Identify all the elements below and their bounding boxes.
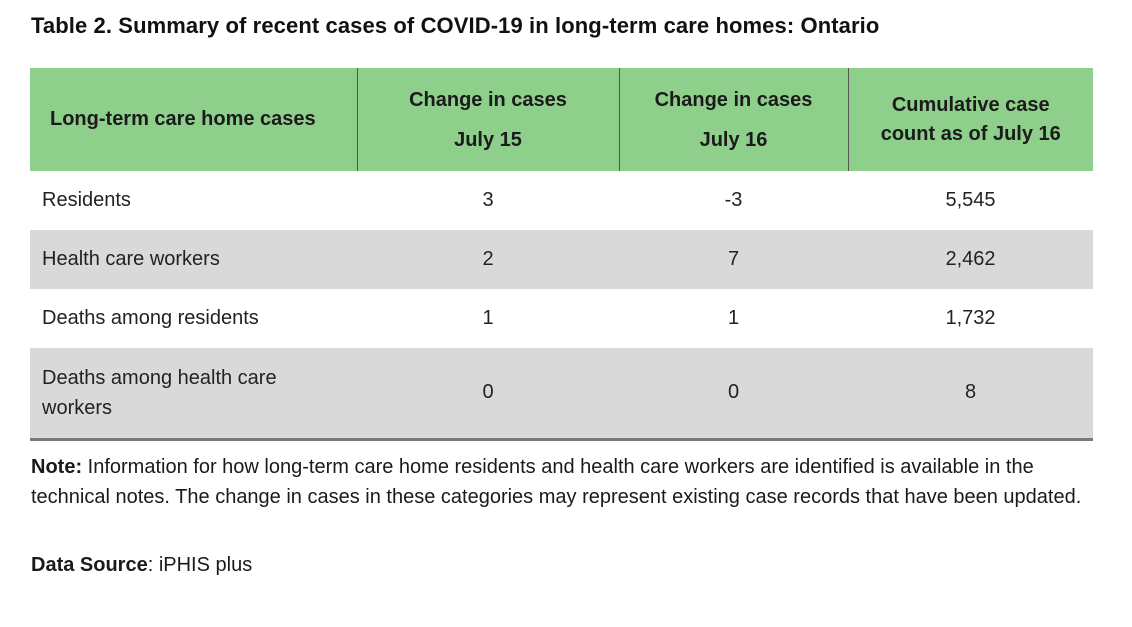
note-text: Information for how long-term care home … <box>31 456 1082 508</box>
header-change-july15-line1: Change in cases <box>409 88 567 111</box>
data-source-label: Data Source <box>31 554 148 576</box>
table-row-deaths-residents: Deaths among residents 1 1 1,732 <box>30 289 1093 348</box>
cell-change-july16: 7 <box>619 230 848 289</box>
cell-change-july15: 0 <box>357 348 619 441</box>
table-row-residents: Residents 3 -3 5,545 <box>30 171 1093 230</box>
cell-cumulative: 8 <box>848 348 1093 441</box>
cell-change-july15: 3 <box>482 189 494 211</box>
row-label: Deaths among health care workers <box>30 348 357 441</box>
data-source: Data Source: iPHIS plus <box>31 550 252 580</box>
header-change-july16: Change in cases July 16 <box>618 68 848 171</box>
header-change-july15: Change in cases July 15 <box>356 68 619 171</box>
row-label-text: Deaths among health care workers <box>42 366 277 419</box>
header-cumulative: Cumulative case count as of July 16 <box>847 68 1093 171</box>
table-note: Note: Information for how long-term care… <box>31 452 1101 512</box>
table-header-row: Long-term care home cases Change in case… <box>30 68 1093 171</box>
cell-cumulative: 5,545 <box>945 189 996 211</box>
cell-change-july16: -3 <box>724 189 743 211</box>
table-row-health-care-workers: Health care workers 2 7 2,462 <box>30 230 1093 289</box>
header-category: Long-term care home cases <box>30 68 357 171</box>
data-source-text: : iPHIS plus <box>147 554 253 576</box>
header-cumulative-line2: count as of July 16 <box>880 122 1061 145</box>
header-change-july16-line2: July 16 <box>699 128 768 151</box>
header-cumulative-line1: Cumulative case <box>891 93 1050 116</box>
cases-table: Long-term care home cases Change in case… <box>30 68 1093 441</box>
note-label: Note: <box>31 456 83 478</box>
cell-cumulative: 1,732 <box>945 307 996 329</box>
table-title: Table 2. Summary of recent cases of COVI… <box>31 13 880 38</box>
header-change-july15-line2: July 15 <box>454 128 522 151</box>
cell-cumulative: 2,462 <box>848 230 1093 289</box>
header-change-july16-line1: Change in cases <box>654 88 813 111</box>
row-label: Deaths among residents <box>42 307 259 329</box>
row-label: Residents <box>42 189 131 211</box>
row-label: Health care workers <box>30 230 357 289</box>
table-row-deaths-health-care-workers: Deaths among health care workers 0 0 8 <box>30 348 1093 441</box>
cell-change-july16: 1 <box>727 307 740 329</box>
header-category-label: Long-term care home cases <box>50 108 316 130</box>
cell-change-july15: 2 <box>357 230 619 289</box>
cell-change-july16: 0 <box>619 348 848 441</box>
cell-change-july15: 1 <box>482 307 494 329</box>
